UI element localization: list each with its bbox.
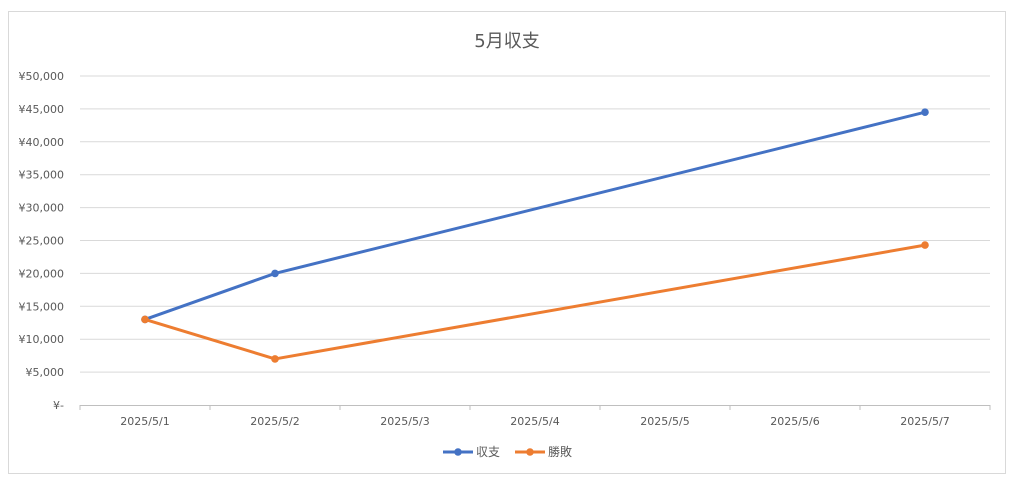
x-axis [79,405,991,410]
series-line [143,110,927,321]
y-tick-label: ¥40,000 [19,136,65,149]
y-axis-tick-labels: ¥- ¥5,000 ¥10,000 ¥15,000 ¥20,000 ¥25,000 ¥30,… [19,70,65,412]
y-tick-label: ¥45,000 [19,103,65,116]
data-point [141,315,149,324]
y-tick-label: ¥50,000 [19,70,65,83]
data-point [271,355,279,363]
series-勝敗 [141,241,929,363]
y-tick-label: ¥5,000 [26,366,65,379]
x-tick-label: 2025/5/2 [250,415,299,428]
y-tick-label: ¥10,000 [19,333,65,346]
y-tick-label: ¥20,000 [19,267,65,280]
x-tick-label: 2025/5/4 [510,415,559,428]
y-tick-label: ¥15,000 [19,300,65,313]
gridlines [80,75,990,373]
legend-label: 収支 [476,445,500,459]
data-point [271,269,279,278]
legend-item: 勝敗 [515,444,572,459]
legend-swatch-marker [526,448,534,456]
x-tick-label: 2025/5/1 [120,415,169,428]
y-tick-label: ¥25,000 [19,235,65,248]
legend: 収支 勝敗 [443,444,572,459]
legend-item: 収支 [443,445,500,459]
chart-frame [8,11,1006,474]
y-tick-label: ¥35,000 [19,169,65,182]
x-axis-tick-labels: 2025/5/1 2025/5/2 2025/5/3 2025/5/4 2025/5/5… [120,415,949,428]
series-収支 [141,108,929,324]
y-tick-label: ¥30,000 [19,202,65,215]
series-line [143,243,927,361]
x-tick-label: 2025/5/5 [640,415,689,428]
x-tick-label: 2025/5/3 [380,415,429,428]
legend-swatch-marker [454,448,462,456]
x-tick-label: 2025/5/6 [770,415,819,428]
data-point [921,108,929,116]
y-tick-label: ¥- [53,399,64,412]
data-point [921,241,929,249]
series-group [141,108,929,363]
chart-title: 5月収支 [474,31,539,52]
x-tick-label: 2025/5/7 [900,415,949,428]
legend-label: 勝敗 [548,444,572,459]
